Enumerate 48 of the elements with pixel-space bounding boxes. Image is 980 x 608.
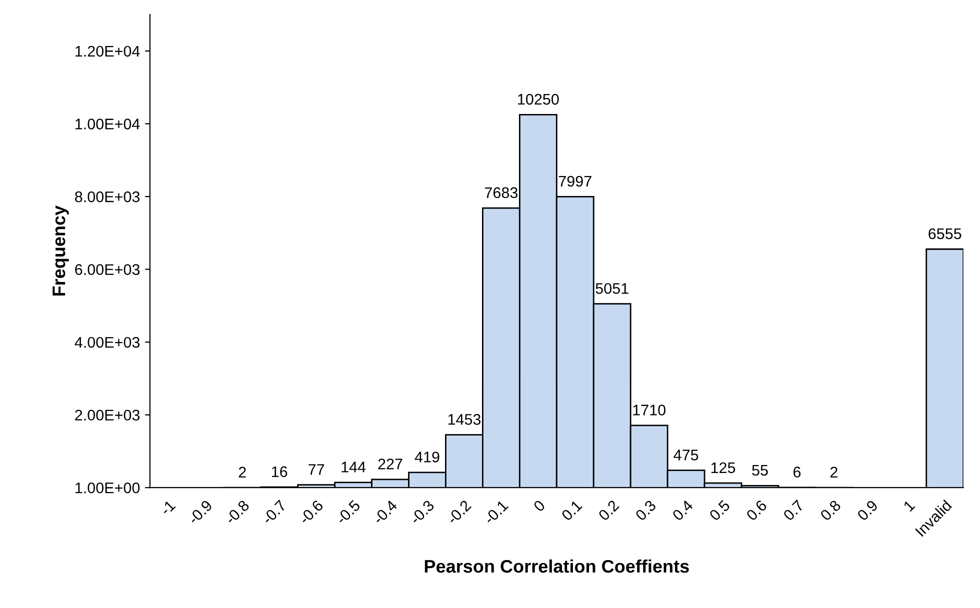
x-tick-label: -0.2 — [446, 500, 472, 525]
y-tick-label: 8.00E+03 — [75, 191, 140, 202]
data-label: 2 — [830, 466, 838, 478]
data-label: 77 — [308, 464, 324, 475]
x-tick-label: -0.4 — [372, 499, 398, 525]
x-tick-label: -0.6 — [298, 499, 324, 525]
y-tick-label: 1.20E+04 — [76, 46, 140, 57]
data-label: 16 — [272, 466, 288, 478]
data-label: 1710 — [633, 404, 666, 416]
data-label: 7683 — [484, 187, 518, 198]
data-label: 227 — [378, 458, 402, 470]
data-label: 55 — [752, 465, 768, 476]
x-tick-label: 1 — [903, 500, 916, 512]
data-label: 7997 — [558, 176, 592, 187]
x-tick-label: 0.2 — [598, 500, 620, 522]
x-tick-label: -0.8 — [224, 499, 250, 525]
y-tick-label: 1.00E+00 — [76, 482, 140, 494]
x-tick-label: -0.3 — [409, 499, 435, 525]
y-tick-label: 6.00E+03 — [75, 264, 140, 276]
x-tick-label: -0.7 — [261, 500, 287, 525]
data-label: 1453 — [448, 414, 481, 425]
x-tick-label: 0.4 — [672, 499, 694, 522]
data-label: 6555 — [928, 228, 962, 240]
x-tick-label: 0 — [532, 499, 546, 512]
data-label: 5051 — [596, 283, 628, 294]
data-label: 144 — [342, 462, 366, 472]
y-tick-label: 2.00E+03 — [75, 410, 140, 421]
data-label: 2 — [238, 466, 246, 478]
x-tick-label: 0.8 — [820, 499, 842, 522]
x-tick-label: 0.9 — [856, 500, 878, 522]
x-tick-label: 0.1 — [560, 500, 583, 522]
x-tick-label: 0.7 — [782, 500, 804, 522]
data-label: 475 — [674, 450, 698, 460]
x-tick-label: 0.3 — [634, 499, 657, 522]
y-axis-title: Frequency — [52, 206, 69, 296]
x-axis-title: Pearson Correlation Coeffients — [424, 559, 689, 573]
y-tick-label: 4.00E+03 — [74, 336, 140, 348]
x-tick-label: -0.5 — [335, 499, 361, 525]
data-label: 419 — [414, 452, 440, 462]
y-tick-label: 1.00E+04 — [76, 118, 140, 130]
x-tick-label: -0.9 — [188, 500, 213, 525]
x-tick-label: 0.6 — [746, 499, 768, 522]
data-label: 6 — [793, 466, 801, 478]
data-label: 10250 — [518, 94, 559, 105]
x-tick-label: -1 — [160, 500, 176, 516]
x-tick-label: -0.1 — [483, 500, 509, 525]
x-tick-label: 0.5 — [708, 499, 730, 522]
data-label: 125 — [711, 462, 736, 474]
